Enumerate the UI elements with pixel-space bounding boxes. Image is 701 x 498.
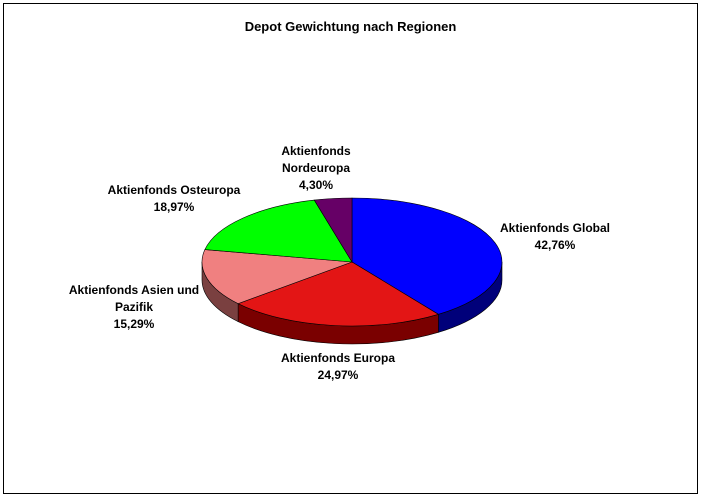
slice-label: Aktienfonds Nordeuropa 4,30% (281, 144, 351, 192)
chart-title: Depot Gewichtung nach Regionen (244, 19, 457, 34)
slice-name-label: Aktienfonds Asien und (69, 283, 199, 297)
slice-name-label: Aktienfonds Global (500, 221, 610, 235)
pie-slice (201, 249, 353, 304)
pie-slices (201, 197, 503, 327)
slice-name-label: Nordeuropa (282, 161, 350, 175)
slice-labels: Aktienfonds Global 42,76% Aktienfonds Euro… (69, 144, 610, 382)
pie-slice (313, 197, 353, 264)
slice-label: Aktienfonds Europa 24,97% (281, 351, 395, 382)
slice-label: Aktienfonds Asien und Pazifik 15,29% (69, 283, 199, 331)
slice-name-label: Aktienfonds Europa (281, 351, 395, 365)
pie-chart: Aktienfonds Global 42,76% Aktienfonds Euro… (69, 144, 610, 382)
slice-name-label: Aktienfonds Osteuropa (108, 183, 241, 197)
pie-slice (237, 261, 440, 327)
slice-name-label: Aktienfonds (281, 144, 351, 158)
slice-value-label: 4,30% (299, 178, 333, 192)
chart-frame: Depot Gewichtung nach Regionen Aktienfon… (3, 3, 698, 494)
slice-label: Aktienfonds Osteuropa 18,97% (108, 183, 241, 214)
slice-value-label: 42,76% (535, 238, 576, 252)
pie-slice (351, 197, 503, 315)
slice-value-label: 24,97% (318, 368, 359, 382)
slice-value-label: 18,97% (154, 200, 195, 214)
slice-name-label: Pazifik (115, 300, 153, 314)
slice-value-label: 15,29% (114, 317, 155, 331)
slice-label: Aktienfonds Global 42,76% (500, 221, 610, 252)
pie-slice (204, 199, 353, 263)
